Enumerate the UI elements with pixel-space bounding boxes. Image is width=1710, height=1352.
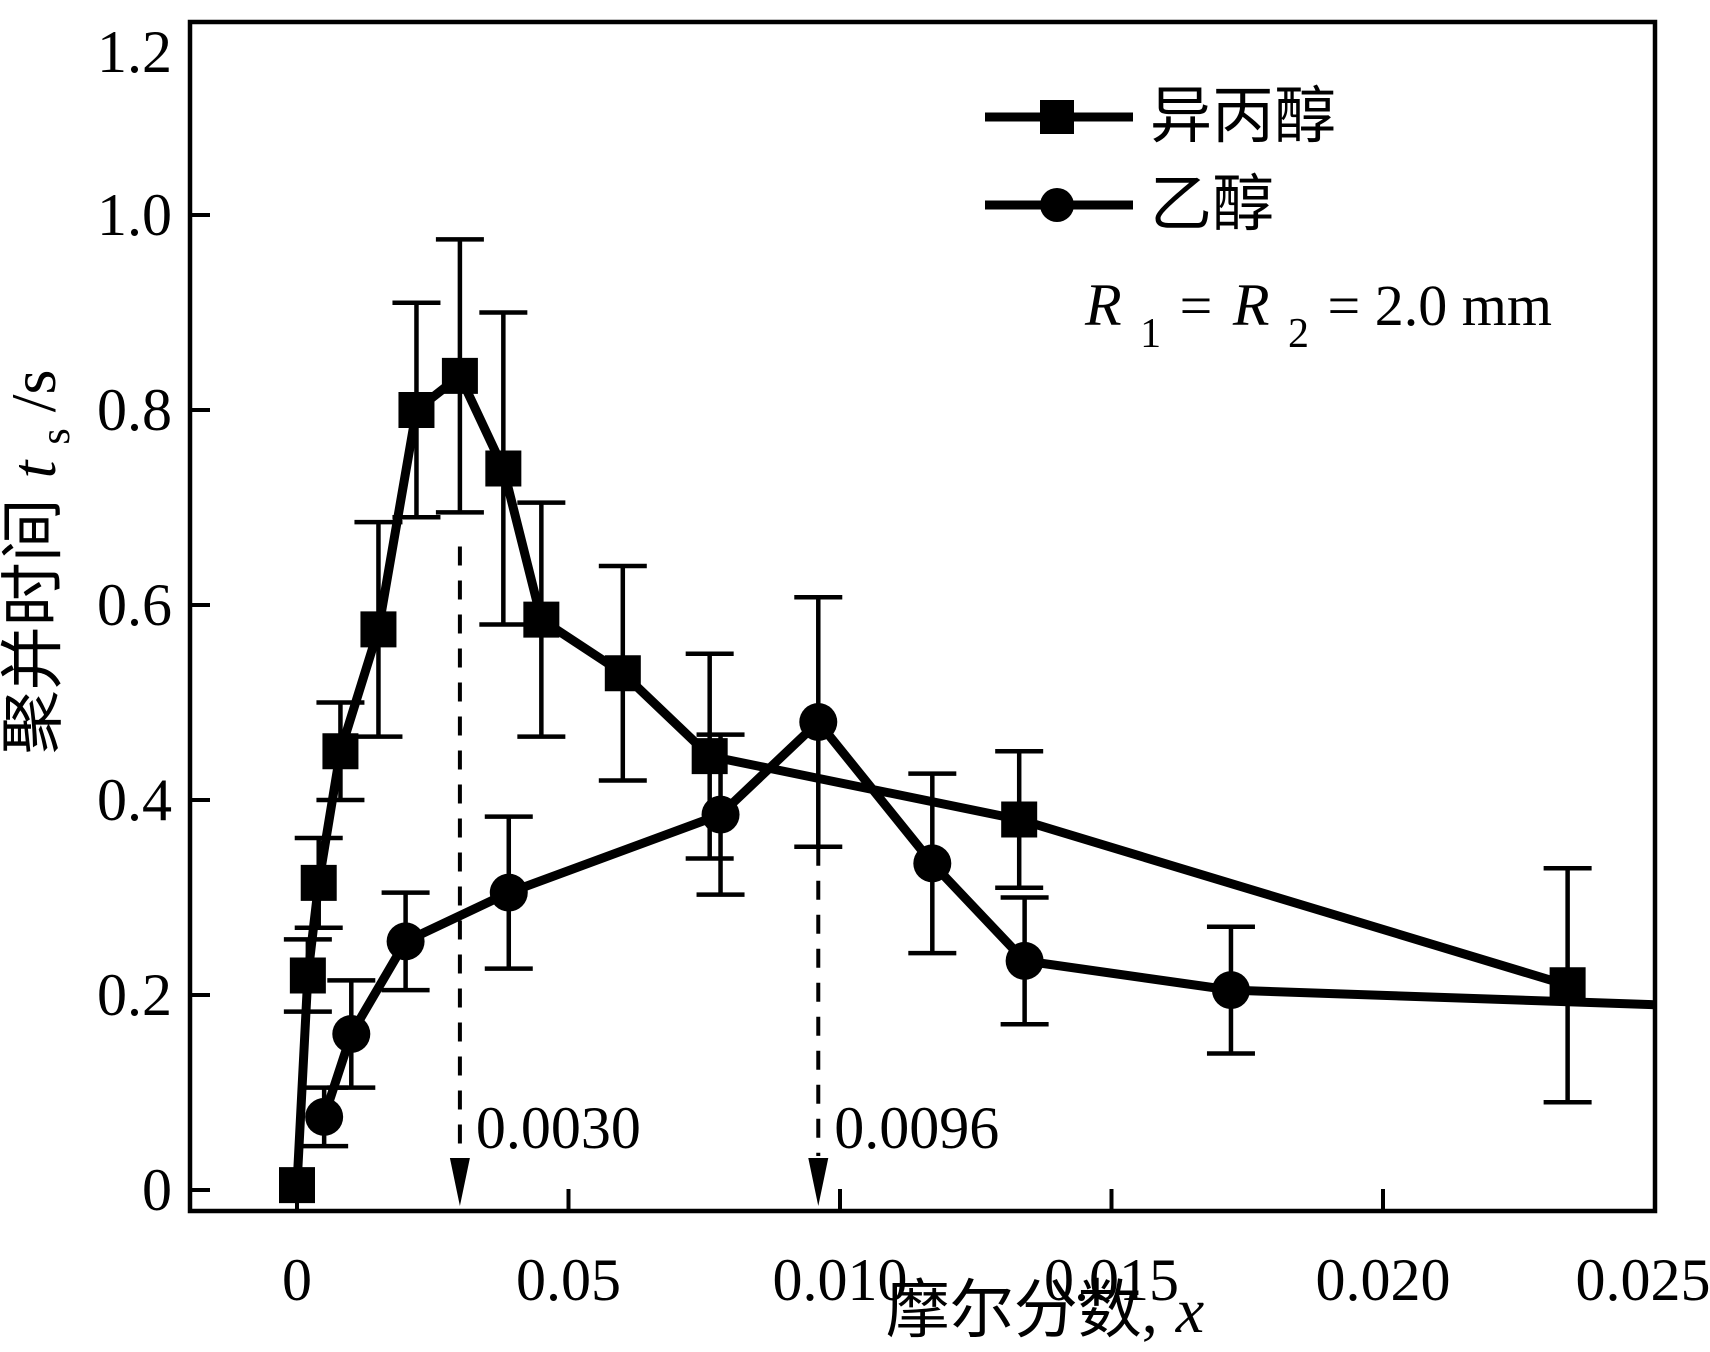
down-arrow-icon [449, 1158, 470, 1206]
data-point-circle-marker [799, 703, 838, 741]
y-tick-label: 0 [142, 1157, 172, 1223]
data-point-square-marker [441, 357, 478, 394]
x-tick-label: 0.015 [1044, 1247, 1179, 1313]
data-point-circle-marker [489, 873, 528, 912]
note-r1: R [1084, 272, 1122, 338]
legend-square-marker-icon [1040, 100, 1074, 134]
data-point-circle-marker [332, 1015, 371, 1053]
radius-note: R 1 = R 2 = 2.0 mm [1084, 272, 1552, 360]
x-tick-label: 0.05 [516, 1247, 621, 1313]
series-isopropanol [279, 237, 1592, 1204]
y-axis-title-unit: /s [0, 370, 69, 413]
x-axis-title-var: x [1175, 1275, 1204, 1346]
y-tick-label: 1.0 [97, 182, 172, 248]
annotations-layer: 0.0030 0.0096 [449, 546, 999, 1206]
x-tick-label: 0.020 [1316, 1247, 1451, 1313]
note-sub2: 2 [1288, 311, 1309, 357]
x-tick-label: 0.010 [773, 1247, 908, 1313]
x-tick-label: 0 [282, 1247, 312, 1313]
peak-value-label: 0.0030 [476, 1095, 641, 1161]
y-axis-title-main: 聚并时间 [0, 498, 69, 754]
y-axis-title: 聚并时间 t s /s [0, 370, 83, 755]
note-eq2: = 2.0 mm [1328, 273, 1552, 338]
legend-circle-marker-icon [1040, 188, 1074, 222]
series-line [319, 715, 1655, 1119]
y-tick-label: 0.4 [97, 767, 172, 833]
legend: 异丙醇 乙醇 R 1 = R 2 = 2.0 mm [985, 83, 1552, 360]
note-sub1: 1 [1140, 311, 1161, 357]
data-point-square-marker [398, 392, 435, 428]
data-point-circle-marker [305, 1097, 344, 1136]
note-r2: R [1232, 272, 1270, 338]
x-axis: 0 0.05 0.010 0.015 0.020 0.025 [282, 1189, 1710, 1313]
data-point-circle-marker [386, 922, 425, 961]
plot-border [187, 19, 1658, 1214]
note-eq1: = [1180, 273, 1227, 338]
data-point-square-marker [1001, 801, 1038, 838]
data-point-square-marker [604, 655, 641, 692]
data-point-circle-marker [1211, 971, 1250, 1010]
legend-label-ethanol: 乙醇 [1150, 171, 1274, 239]
data-point-circle-marker [1005, 941, 1044, 980]
x-tick-label: 0.025 [1576, 1247, 1710, 1313]
data-point-square-marker [485, 450, 522, 487]
plot-frame [187, 19, 1658, 1214]
y-axis: 0 0.2 0.4 0.6 0.8 1.0 1.2 [97, 19, 210, 1223]
series-ethanol [300, 594, 1655, 1149]
data-point-square-marker [523, 601, 560, 638]
data-point-circle-marker [913, 844, 952, 883]
data-point-square-marker [360, 611, 397, 648]
data-point-square-marker [300, 864, 337, 901]
down-arrow-icon [808, 1158, 829, 1206]
x-axis-title: 摩尔分数, x [886, 1275, 1204, 1346]
data-point-square-marker [279, 1167, 315, 1204]
y-tick-label: 0.8 [97, 377, 172, 443]
data-point-circle-marker [701, 795, 740, 834]
x-axis-title-main: 摩尔分数, [886, 1275, 1158, 1346]
series-layer [279, 237, 1655, 1204]
data-point-square-marker [322, 733, 359, 770]
peak-value-label: 0.0096 [834, 1095, 999, 1161]
y-axis-title-sub: s [33, 428, 79, 444]
y-tick-label: 0.2 [97, 962, 172, 1028]
y-tick-label: 0.6 [97, 572, 172, 638]
y-tick-label: 1.2 [97, 19, 172, 85]
legend-label-isopropanol: 异丙醇 [1150, 83, 1336, 151]
data-point-square-marker [289, 957, 326, 994]
y-axis-title-var: t [0, 458, 69, 478]
